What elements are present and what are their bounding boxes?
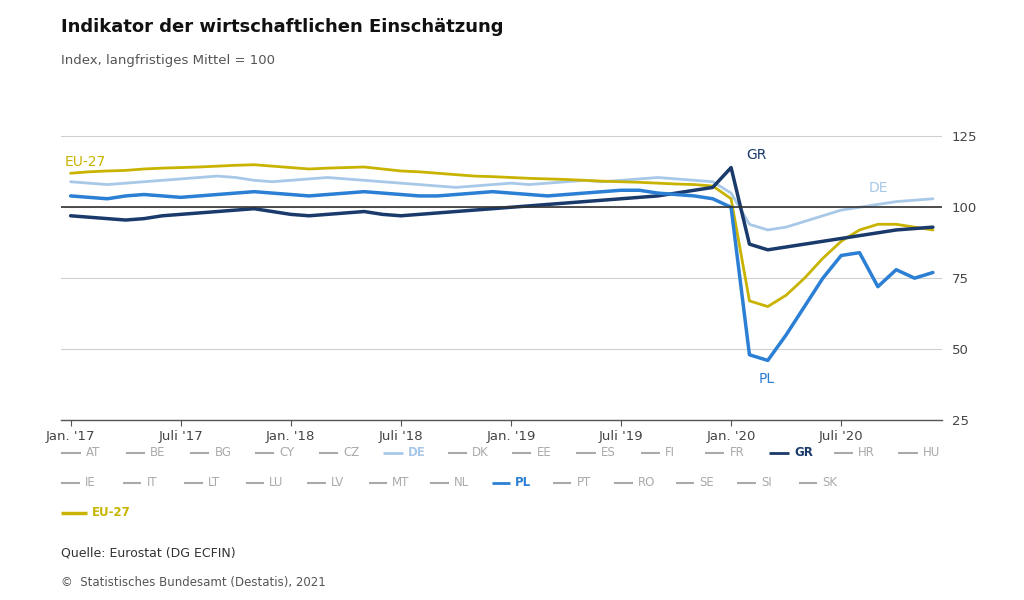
Text: Index, langfristiges Mittel = 100: Index, langfristiges Mittel = 100 <box>61 54 275 67</box>
Text: SK: SK <box>822 476 838 490</box>
Text: DK: DK <box>472 446 488 460</box>
Text: FR: FR <box>729 446 744 460</box>
Text: LV: LV <box>331 476 344 490</box>
Text: DE: DE <box>408 446 425 460</box>
Text: ES: ES <box>601 446 615 460</box>
Text: RO: RO <box>638 476 655 490</box>
Text: SI: SI <box>761 476 771 490</box>
Text: AT: AT <box>86 446 100 460</box>
Text: BE: BE <box>151 446 166 460</box>
Text: GR: GR <box>794 446 813 460</box>
Text: ©  Statistisches Bundesamt (Destatis), 2021: © Statistisches Bundesamt (Destatis), 20… <box>61 576 327 589</box>
Text: LU: LU <box>269 476 284 490</box>
Text: SE: SE <box>699 476 714 490</box>
Text: EE: EE <box>537 446 551 460</box>
Text: HU: HU <box>923 446 940 460</box>
Text: LT: LT <box>208 476 220 490</box>
Text: CZ: CZ <box>343 446 359 460</box>
Text: GR: GR <box>745 148 766 162</box>
Text: Indikator der wirtschaftlichen Einschätzung: Indikator der wirtschaftlichen Einschätz… <box>61 18 504 36</box>
Text: MT: MT <box>392 476 410 490</box>
Text: PL: PL <box>759 372 775 386</box>
Text: PL: PL <box>515 476 531 490</box>
Text: EU-27: EU-27 <box>92 506 131 520</box>
Text: BG: BG <box>215 446 231 460</box>
Text: IE: IE <box>85 476 95 490</box>
Text: IT: IT <box>146 476 157 490</box>
Text: EU-27: EU-27 <box>66 155 106 169</box>
Text: FI: FI <box>666 446 675 460</box>
Text: NL: NL <box>454 476 469 490</box>
Text: DE: DE <box>868 181 888 194</box>
Text: PT: PT <box>577 476 591 490</box>
Text: HR: HR <box>858 446 876 460</box>
Text: Quelle: Eurostat (DG ECFIN): Quelle: Eurostat (DG ECFIN) <box>61 546 237 559</box>
Text: CY: CY <box>279 446 294 460</box>
